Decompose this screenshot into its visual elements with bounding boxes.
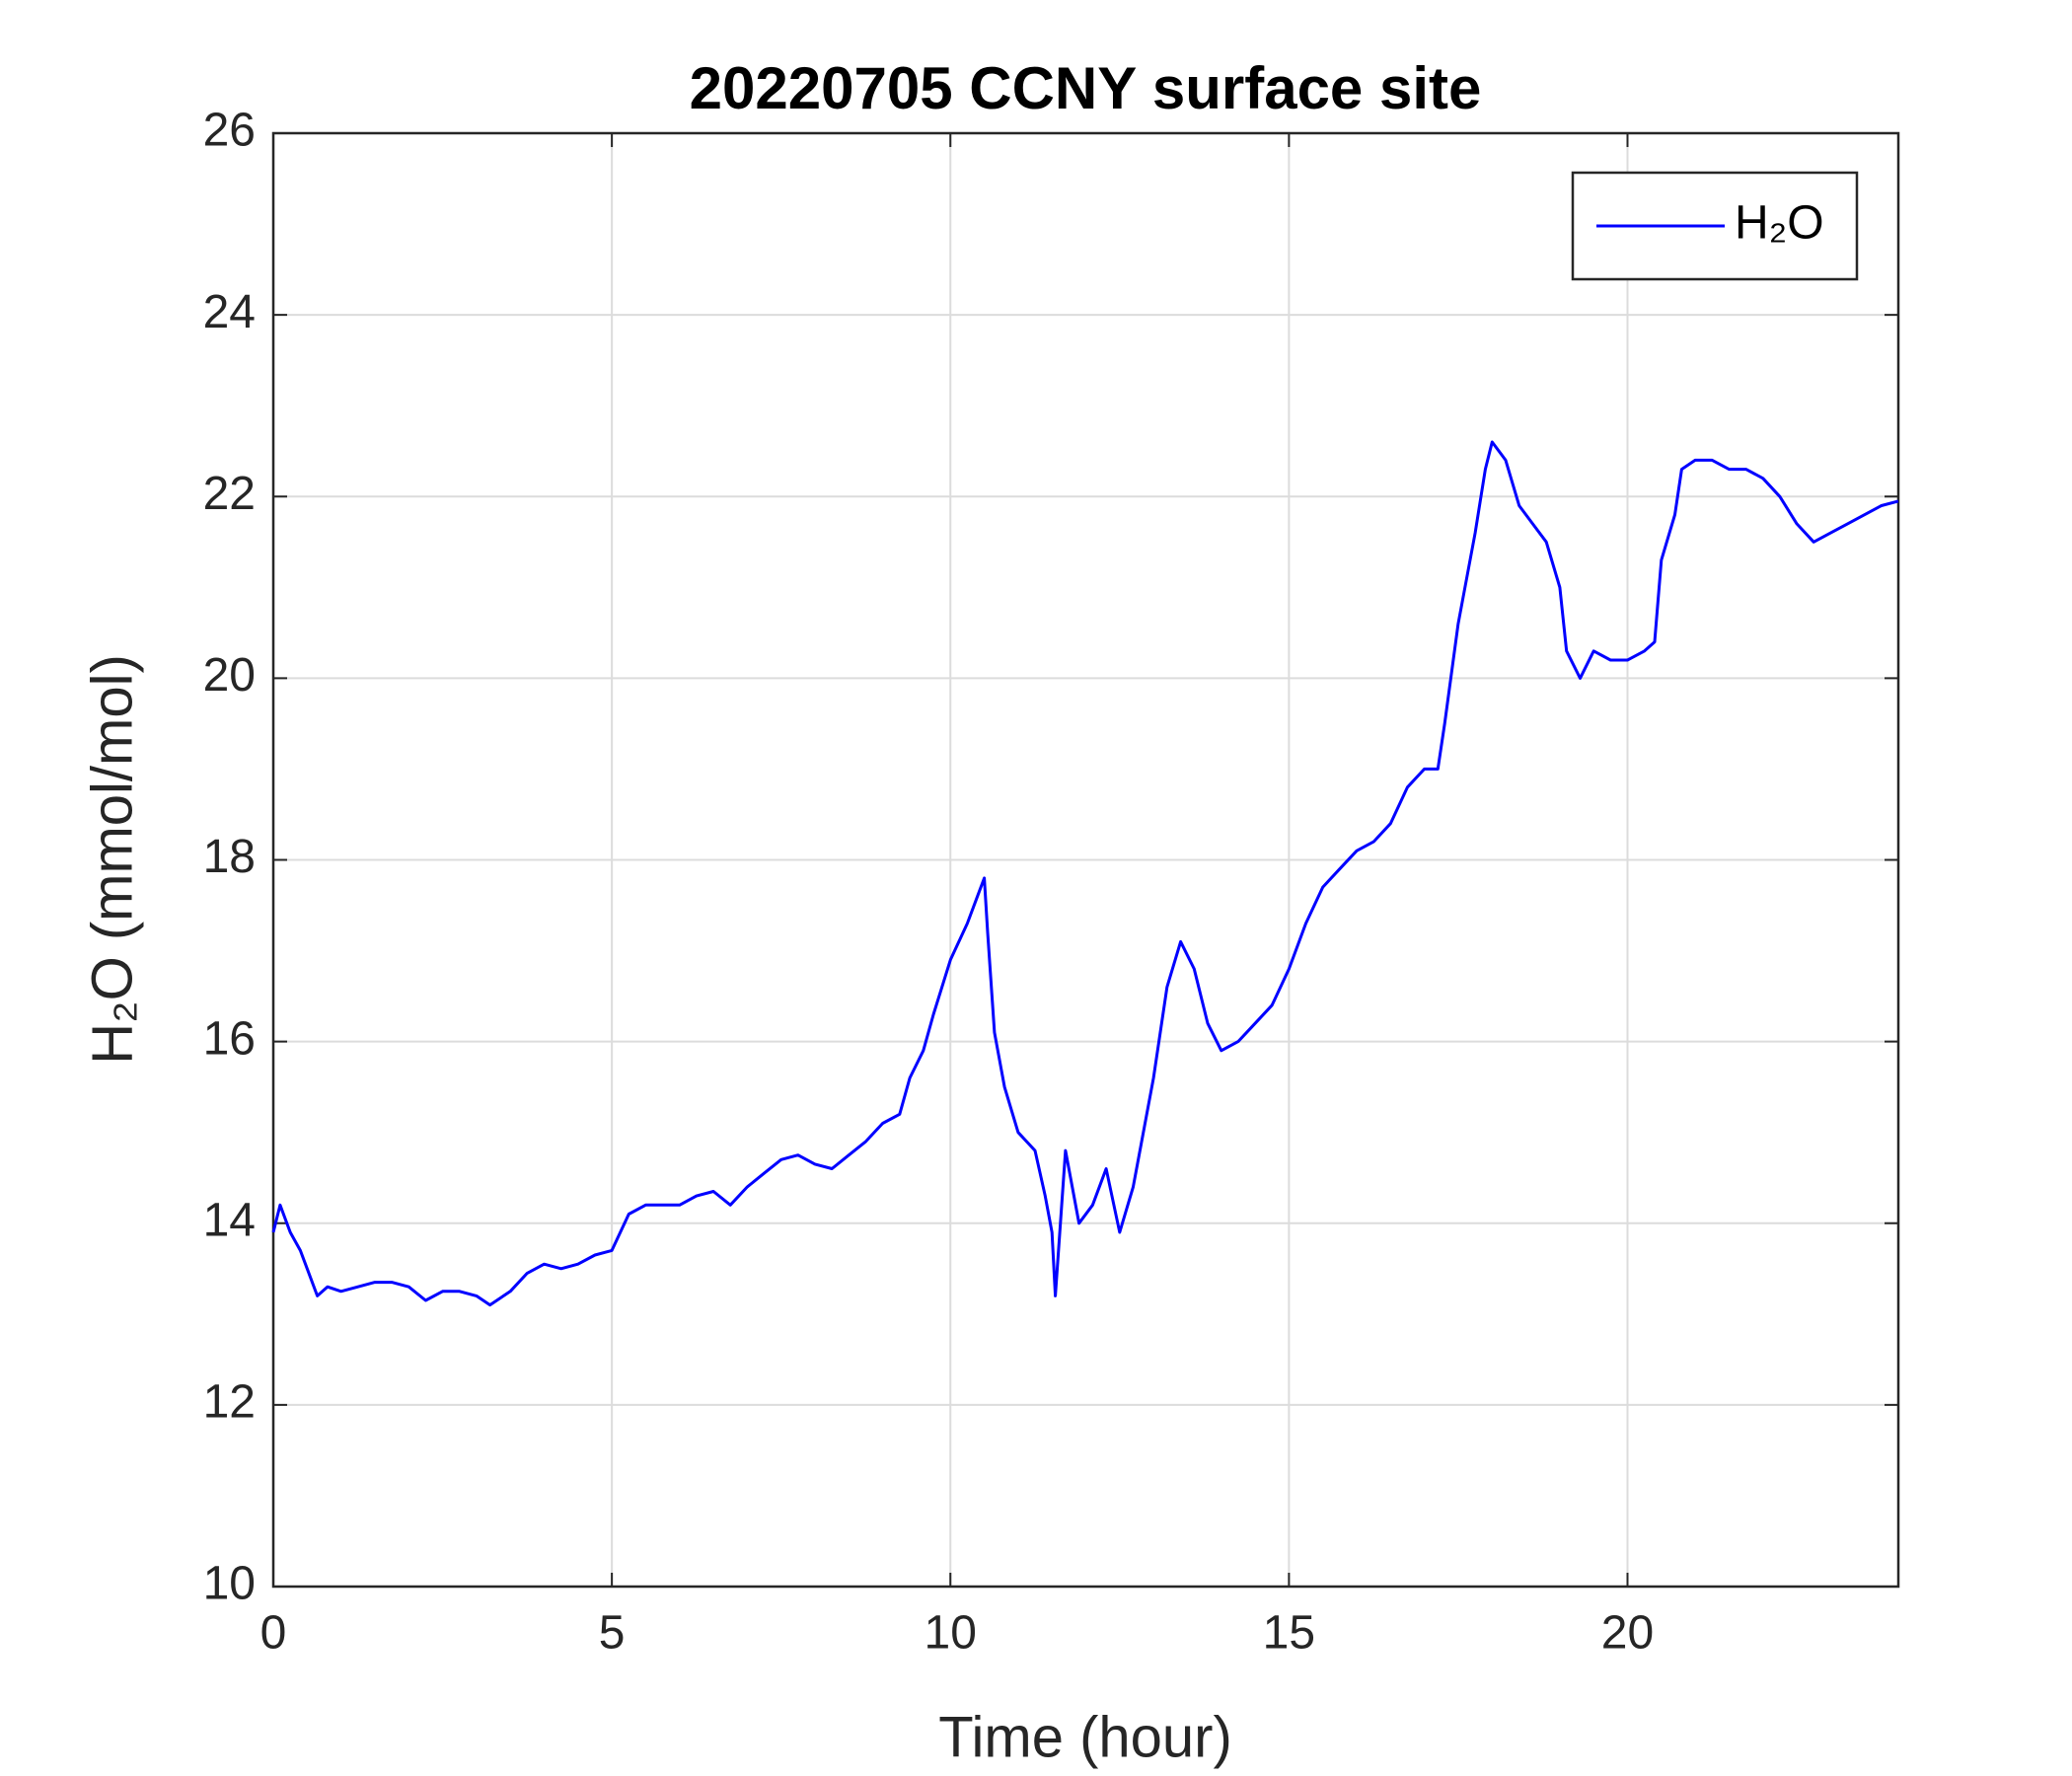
legend-label: H₂O — [1735, 197, 1824, 250]
y-axis-label: H₂O (mmol/mol) — [80, 654, 144, 1065]
y-tick-label: 12 — [203, 1376, 256, 1429]
x-tick-label: 20 — [1601, 1607, 1654, 1660]
y-tick-label: 24 — [203, 286, 256, 338]
y-tick-label: 14 — [203, 1194, 256, 1246]
x-tick-label: 10 — [925, 1607, 977, 1660]
x-tick-label: 15 — [1263, 1607, 1315, 1660]
data-line — [271, 440, 1899, 1307]
y-tick-label: 22 — [203, 468, 256, 520]
y-tick-label: 20 — [203, 649, 256, 702]
x-tick-label: 5 — [599, 1607, 626, 1660]
y-tick-label: 26 — [203, 105, 256, 157]
y-tick-label: 16 — [203, 1012, 256, 1065]
y-tick-label: 10 — [203, 1558, 256, 1610]
x-tick-label: 0 — [260, 1607, 287, 1660]
chart-title: 20220705 CCNY surface site — [690, 55, 1482, 121]
y-tick-label: 18 — [203, 831, 256, 883]
plot-frame — [271, 131, 1900, 1589]
x-axis-label: Time (hour) — [938, 1705, 1232, 1769]
